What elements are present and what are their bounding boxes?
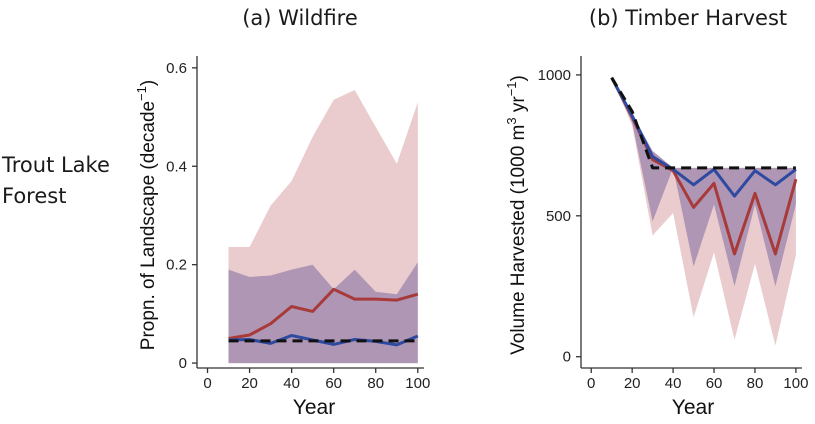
y-tick-label: 500 — [546, 208, 571, 225]
series-line-dashed — [610, 76, 796, 170]
y-tick-label: 0 — [563, 349, 571, 366]
series-group — [610, 76, 798, 256]
x-tick-label: 40 — [665, 375, 682, 392]
x-tick-label: 40 — [283, 375, 300, 392]
row-label: Trout Lake Forest — [2, 150, 110, 212]
y-label-sup: −1 — [134, 86, 149, 101]
band-group — [611, 77, 796, 346]
y-axis-label: Propn. of Landscape (decade−1) — [134, 80, 159, 350]
series-line-blue — [228, 334, 419, 347]
x-tick-label: 60 — [325, 375, 342, 392]
y-label-main: Propn. of Landscape (decade — [138, 101, 159, 350]
x-tick-label: 80 — [367, 375, 384, 392]
x-tick-label: 100 — [405, 375, 430, 392]
y-tick-label: 0.2 — [166, 257, 187, 274]
y-tick-label: 0 — [179, 355, 187, 372]
band-group — [228, 90, 418, 364]
y-tick-label: 0.4 — [166, 158, 187, 175]
panel-title: (b) Timber Harvest — [589, 6, 787, 30]
y-label-mid: yr — [508, 96, 529, 118]
x-tick-label: 100 — [783, 375, 808, 392]
x-tick-label: 80 — [747, 375, 764, 392]
y-label-main: Volume Harvested (1000 m — [508, 125, 529, 355]
row-label-line1: Trout Lake — [2, 153, 110, 177]
y-tick-label: 1000 — [538, 67, 571, 84]
band-purple — [228, 262, 418, 364]
series-group — [228, 287, 419, 347]
y-label-sup2: −1 — [504, 81, 519, 96]
x-tick-label: 0 — [203, 375, 211, 392]
y-tick-label: 0.6 — [166, 60, 187, 77]
y-label-end: ) — [138, 80, 159, 86]
x-tick-label: 60 — [706, 375, 723, 392]
y-axis-label: Volume Harvested (1000 m3 yr−1) — [504, 75, 529, 355]
x-tick-label: 0 — [587, 375, 595, 392]
row-label-line2: Forest — [2, 184, 67, 208]
x-axis-label: Year — [672, 396, 714, 419]
band-purple — [611, 77, 796, 287]
y-label-end: ) — [508, 75, 529, 81]
x-tick-label: 20 — [624, 375, 641, 392]
panel-wildfire: (a) Wildfire 0 20 40 60 80 100 0 0.2 0.4 0.6 Year… — [134, 6, 430, 419]
axes: 0 20 40 60 80 100 0 0.2 0.4 0.6 — [166, 56, 430, 392]
x-axis-label: Year — [293, 396, 335, 419]
y-label-sup1: 3 — [504, 117, 519, 124]
x-tick-label: 20 — [241, 375, 258, 392]
panel-timber: (b) Timber Harvest 0 20 40 60 80 10005001000 … — [504, 6, 808, 419]
panel-title: (a) Wildfire — [242, 6, 358, 30]
series-line-red — [228, 287, 419, 340]
